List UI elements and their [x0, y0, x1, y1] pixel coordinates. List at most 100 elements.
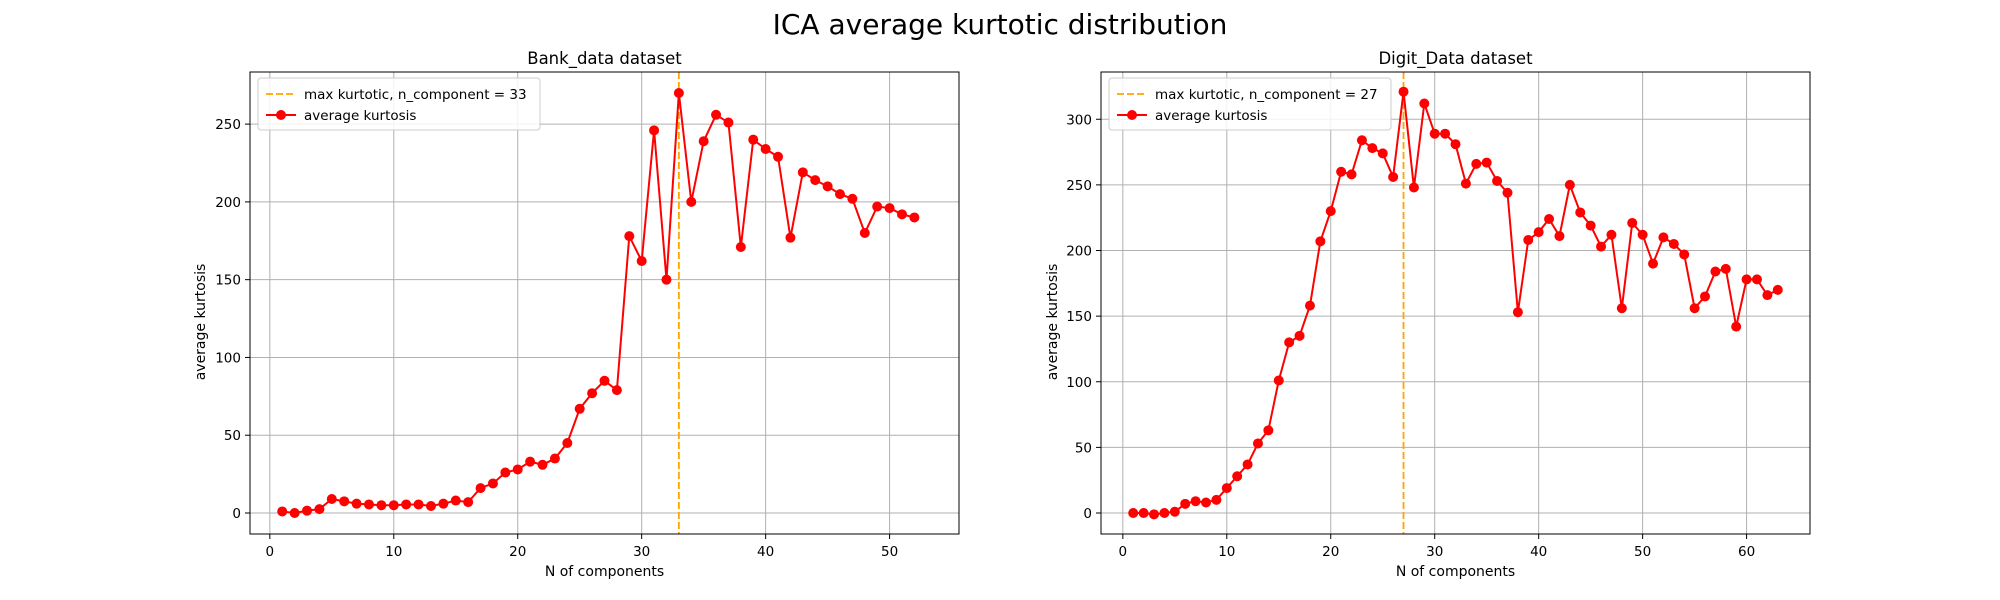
data-point — [1128, 508, 1139, 518]
data-point — [450, 495, 461, 506]
data-point — [1544, 214, 1555, 224]
x-tick-label: 30 — [633, 544, 650, 560]
data-point — [1232, 471, 1243, 482]
data-point — [748, 134, 759, 145]
data-point — [1149, 509, 1160, 520]
data-point — [351, 498, 362, 509]
y-tick-label: 100 — [215, 350, 241, 366]
data-point — [1284, 337, 1295, 348]
data-point — [773, 151, 784, 162]
data-point — [549, 453, 560, 464]
data-point — [425, 501, 436, 511]
data-point — [1762, 290, 1773, 301]
x-tick-label: 60 — [1738, 544, 1755, 560]
data-point — [1252, 438, 1263, 449]
data-point — [1294, 330, 1305, 341]
data-point — [1377, 148, 1388, 159]
y-tick-label: 250 — [215, 117, 241, 133]
y-tick-label: 250 — [1066, 178, 1092, 194]
data-point — [1304, 300, 1315, 311]
data-point — [1700, 291, 1711, 302]
x-tick-label: 40 — [1530, 544, 1547, 560]
data-point — [1741, 274, 1752, 285]
y-tick-label: 150 — [1066, 309, 1092, 325]
data-point — [810, 175, 821, 186]
x-tick-label: 10 — [1218, 544, 1235, 560]
data-point — [797, 167, 808, 178]
data-point — [289, 508, 300, 518]
data-point — [326, 494, 337, 504]
x-tick-label: 50 — [1634, 544, 1651, 560]
data-point — [1159, 508, 1170, 518]
data-point — [1211, 494, 1222, 505]
data-point — [698, 136, 709, 147]
data-point — [1169, 506, 1180, 517]
data-point — [599, 375, 610, 386]
data-point — [1512, 307, 1523, 318]
data-point — [363, 499, 374, 510]
data-point — [475, 483, 486, 494]
y-tick-label: 50 — [224, 428, 241, 444]
data-point — [1440, 128, 1451, 139]
data-point — [463, 497, 474, 508]
chart-title: Digit_Data dataset — [1378, 49, 1533, 69]
data-point — [847, 193, 858, 204]
legend-marker-series — [276, 110, 286, 120]
legend-label-series: average kurtosis — [304, 108, 416, 124]
data-point — [1648, 258, 1659, 269]
data-point — [562, 438, 573, 448]
data-point — [525, 456, 536, 467]
data-point — [1606, 229, 1617, 240]
data-point — [1772, 284, 1783, 295]
data-point — [909, 212, 920, 223]
data-point — [822, 181, 833, 192]
x-tick-label: 0 — [1119, 544, 1128, 560]
data-point — [1336, 166, 1347, 177]
data-point — [376, 500, 387, 511]
y-tick-label: 300 — [1066, 112, 1092, 128]
data-point — [1200, 497, 1211, 508]
data-point — [1138, 508, 1149, 518]
data-point — [277, 506, 288, 517]
series-line — [1133, 91, 1779, 516]
data-point — [1460, 178, 1471, 189]
data-point — [401, 499, 412, 510]
data-point — [1325, 206, 1336, 217]
data-point — [1751, 274, 1762, 285]
data-point — [1242, 459, 1253, 470]
data-point — [1533, 227, 1544, 238]
data-point — [1315, 236, 1326, 247]
data-point — [636, 256, 647, 266]
data-point — [574, 403, 585, 414]
x-tick-label: 30 — [1426, 544, 1443, 560]
data-point — [872, 201, 883, 212]
data-point — [1481, 157, 1492, 168]
legend-label-vline: max kurtotic, n_component = 27 — [1155, 87, 1378, 103]
data-point — [1388, 172, 1399, 182]
data-point — [1190, 496, 1201, 507]
data-point — [785, 232, 796, 243]
data-point — [1180, 498, 1191, 509]
data-point — [1221, 483, 1232, 494]
data-point — [302, 505, 313, 516]
legend — [1108, 77, 1392, 131]
data-point — [1263, 425, 1274, 436]
data-point — [1398, 86, 1409, 97]
y-tick-label: 100 — [1066, 375, 1092, 391]
legend-label-series: average kurtosis — [1155, 108, 1267, 124]
y-axis-label: average kurtosis — [1045, 264, 1061, 381]
chart-title: Bank_data dataset — [527, 49, 682, 69]
data-point — [1731, 321, 1742, 332]
data-point — [711, 109, 722, 120]
data-point — [649, 125, 660, 136]
data-point — [1564, 179, 1575, 190]
data-point — [611, 385, 622, 396]
data-point — [1720, 263, 1731, 274]
data-point — [1492, 175, 1503, 186]
legend — [257, 77, 541, 131]
data-point — [500, 467, 511, 478]
data-point — [388, 500, 399, 511]
x-tick-label: 0 — [266, 544, 275, 560]
data-point — [1356, 135, 1367, 146]
